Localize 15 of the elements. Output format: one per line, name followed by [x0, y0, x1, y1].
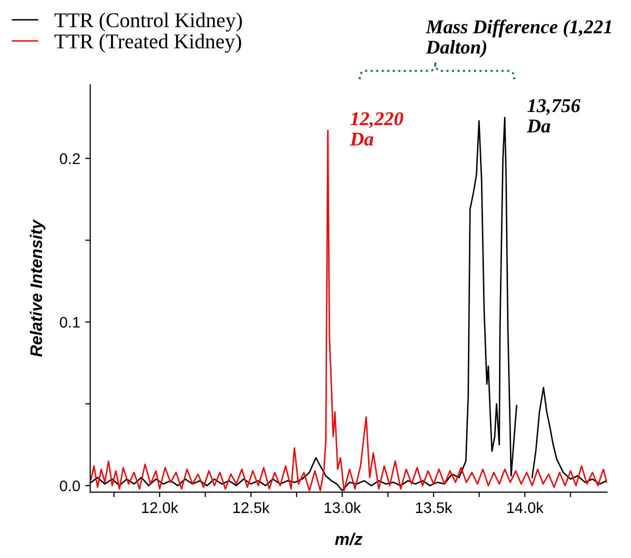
y-axis-title: Relative Intensity [30, 219, 46, 357]
x-axis-title: m/z [335, 532, 362, 546]
x-tick-label: 13.5k [416, 502, 452, 514]
x-tick-label: 12.5k [233, 502, 270, 514]
annotation: 12,220 Da [350, 112, 404, 146]
y-tick-label: 0.0 [60, 480, 80, 492]
x-tick-label: 14.0k [507, 502, 544, 514]
legend-label: TTR (Control Kidney) [54, 12, 242, 32]
text: Mass Difference (1,221 Dalton) [426, 20, 612, 58]
annotation: 13,756 Da [526, 99, 580, 133]
legend-label: TTR (Treated Kidney) [54, 34, 242, 53]
x-tick-label: 12.0k [142, 502, 178, 514]
y-tick-label: 0.1 [60, 316, 80, 328]
y-tick-label: 0.2 [60, 153, 80, 164]
x-tick-label: 13.0k [324, 502, 361, 514]
